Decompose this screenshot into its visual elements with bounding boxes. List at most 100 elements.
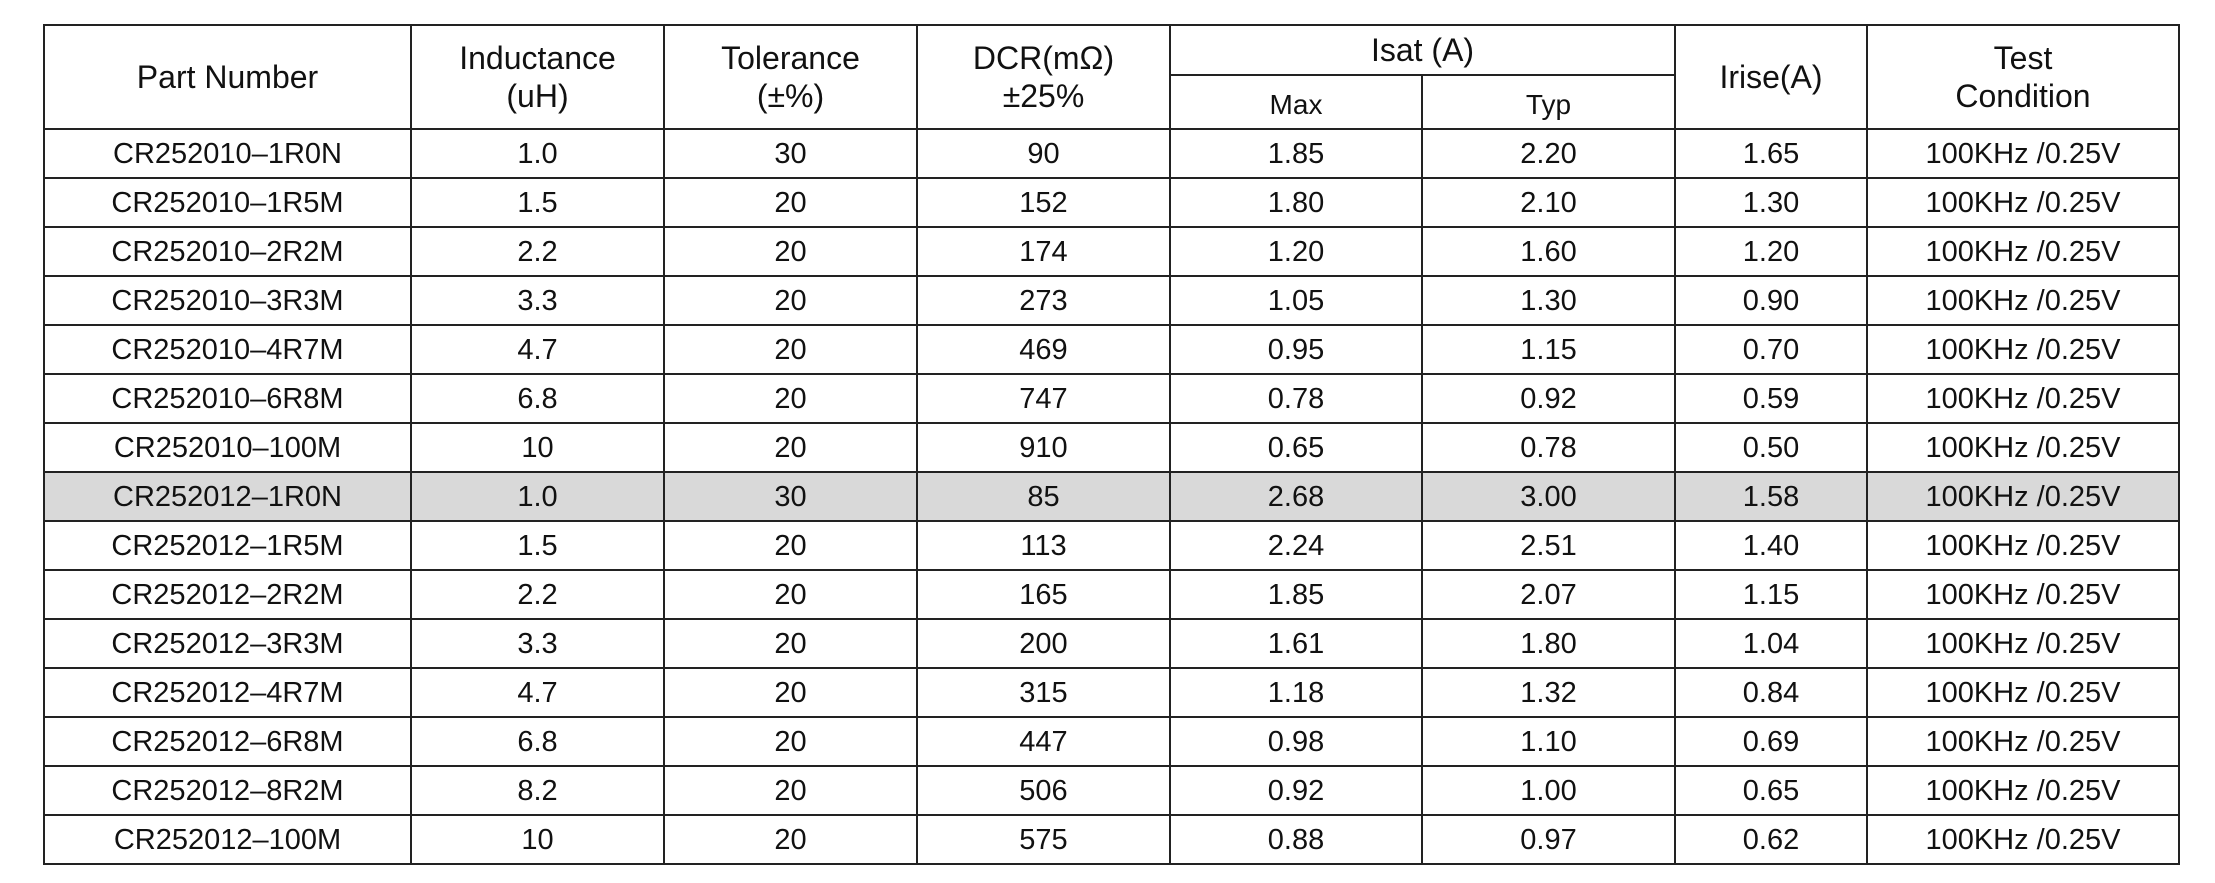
- table-cell: 506: [916, 765, 1171, 816]
- table-cell: 1.0: [410, 471, 665, 522]
- header-text: DCR(mΩ): [972, 40, 1115, 76]
- table-cell: 0.78: [1421, 422, 1676, 473]
- table-cell: 1.20: [1674, 226, 1868, 277]
- table-row: CR252010–1R5M 1.5 20 152 1.80 2.10 1.30 100KHz …: [43, 177, 2180, 228]
- table-cell: 20: [663, 667, 918, 718]
- table-row: CR252012–1R5M 1.5 20 113 2.24 2.51 1.40 100KHz …: [43, 520, 2180, 571]
- header-cell: Inductance (uH): [410, 24, 665, 130]
- table-cell: 90: [916, 128, 1171, 179]
- table-cell: 1.58: [1674, 471, 1868, 522]
- table-cell: 1.0: [410, 128, 665, 179]
- table-row: CR252012–100M 10 20 575 0.88 0.97 0.62 100KHz /…: [43, 814, 2180, 865]
- table-row: CR252012–1R0N 1.0 30 85 2.68 3.00 1.58 100KHz /…: [43, 471, 2180, 522]
- table-cell: 100KHz /0.25V: [1866, 422, 2180, 473]
- table-cell: 1.65: [1674, 128, 1868, 179]
- table-cell: 1.04: [1674, 618, 1868, 669]
- table-cell: 1.61: [1169, 618, 1423, 669]
- table-cell: 10: [410, 814, 665, 865]
- table-cell: 1.15: [1421, 324, 1676, 375]
- table-cell: 2.51: [1421, 520, 1676, 571]
- table-cell: 20: [663, 226, 918, 277]
- header-text: (±%): [756, 78, 825, 114]
- table-cell: 1.20: [1169, 226, 1423, 277]
- table-cell: 2.20: [1421, 128, 1676, 179]
- table-cell: 6.8: [410, 373, 665, 424]
- table-cell: 0.65: [1674, 765, 1868, 816]
- table-cell: CR252010–1R0N: [43, 128, 412, 179]
- table-cell: 2.2: [410, 569, 665, 620]
- table-cell: 20: [663, 716, 918, 767]
- table-cell: 575: [916, 814, 1171, 865]
- table-cell: 100KHz /0.25V: [1866, 471, 2180, 522]
- table-cell: 100KHz /0.25V: [1866, 275, 2180, 326]
- table-cell: 3.3: [410, 618, 665, 669]
- table-row: CR252012–6R8M 6.8 20 447 0.98 1.10 0.69 100KHz …: [43, 716, 2180, 767]
- table-cell: 174: [916, 226, 1171, 277]
- table-cell: 1.00: [1421, 765, 1676, 816]
- header-text: Condition: [1955, 78, 2091, 114]
- header-text: Max: [1269, 89, 1323, 120]
- table-cell: 447: [916, 716, 1171, 767]
- table-cell: 0.92: [1421, 373, 1676, 424]
- header-text: Tolerance: [721, 40, 860, 76]
- table-cell: 0.59: [1674, 373, 1868, 424]
- table-cell: 20: [663, 814, 918, 865]
- table-cell: 0.88: [1169, 814, 1423, 865]
- table-cell: 165: [916, 569, 1171, 620]
- table-cell: 85: [916, 471, 1171, 522]
- table-cell: 1.85: [1169, 128, 1423, 179]
- header-cell: Tolerance (±%): [663, 24, 918, 130]
- table-cell: 20: [663, 177, 918, 228]
- table-row: CR252010–4R7M 4.7 20 469 0.95 1.15 0.70 100KHz …: [43, 324, 2180, 375]
- table-cell: CR252012–2R2M: [43, 569, 412, 620]
- table-cell: CR252012–1R5M: [43, 520, 412, 571]
- table-cell: 1.10: [1421, 716, 1676, 767]
- table-cell: 0.69: [1674, 716, 1868, 767]
- table-row: CR252012–3R3M 3.3 20 200 1.61 1.80 1.04 100KHz …: [43, 618, 2180, 669]
- table-cell: 20: [663, 275, 918, 326]
- table-cell: CR252010–4R7M: [43, 324, 412, 375]
- header-text: Irise(A): [1719, 59, 1823, 95]
- table-row: CR252010–2R2M 2.2 20 174 1.20 1.60 1.20 100KHz …: [43, 226, 2180, 277]
- table-cell: CR252010–3R3M: [43, 275, 412, 326]
- header-text: Typ: [1525, 89, 1572, 120]
- table-cell: 100KHz /0.25V: [1866, 765, 2180, 816]
- header-text: Test: [1993, 40, 2053, 76]
- table-cell: 910: [916, 422, 1171, 473]
- table-cell: 1.80: [1421, 618, 1676, 669]
- header-text: Isat (A): [1370, 32, 1475, 68]
- table-cell: 469: [916, 324, 1171, 375]
- table-cell: 100KHz /0.25V: [1866, 716, 2180, 767]
- table-cell: 20: [663, 520, 918, 571]
- table-cell: CR252012–8R2M: [43, 765, 412, 816]
- table-cell: CR252012–100M: [43, 814, 412, 865]
- table-cell: 152: [916, 177, 1171, 228]
- header-cell: Irise(A): [1674, 24, 1868, 130]
- table-cell: 1.05: [1169, 275, 1423, 326]
- header-cell: Part Number: [43, 24, 412, 130]
- table-cell: CR252010–2R2M: [43, 226, 412, 277]
- table-cell: 20: [663, 422, 918, 473]
- table-cell: 0.90: [1674, 275, 1868, 326]
- table-cell: 1.80: [1169, 177, 1423, 228]
- table-cell: 1.40: [1674, 520, 1868, 571]
- table-cell: 747: [916, 373, 1171, 424]
- table-cell: 2.10: [1421, 177, 1676, 228]
- table-cell: 0.50: [1674, 422, 1868, 473]
- table-cell: CR252010–1R5M: [43, 177, 412, 228]
- table-cell: 8.2: [410, 765, 665, 816]
- table-row: CR252012–8R2M 8.2 20 506 0.92 1.00 0.65 100KHz …: [43, 765, 2180, 816]
- table-cell: 4.7: [410, 667, 665, 718]
- table-cell: CR252010–6R8M: [43, 373, 412, 424]
- table-cell: 100KHz /0.25V: [1866, 177, 2180, 228]
- spec-table: Part Number Inductance (uH) Tolerance (±%)…: [43, 24, 2180, 865]
- header-cell: Isat (A): [1169, 24, 1676, 76]
- table-cell: 3.00: [1421, 471, 1676, 522]
- table-cell: 100KHz /0.25V: [1866, 373, 2180, 424]
- header-cell: DCR(mΩ) ±25%: [916, 24, 1171, 130]
- table-cell: 1.18: [1169, 667, 1423, 718]
- table-cell: 10: [410, 422, 665, 473]
- table-cell: 100KHz /0.25V: [1866, 226, 2180, 277]
- table-cell: 100KHz /0.25V: [1866, 128, 2180, 179]
- table-cell: 30: [663, 128, 918, 179]
